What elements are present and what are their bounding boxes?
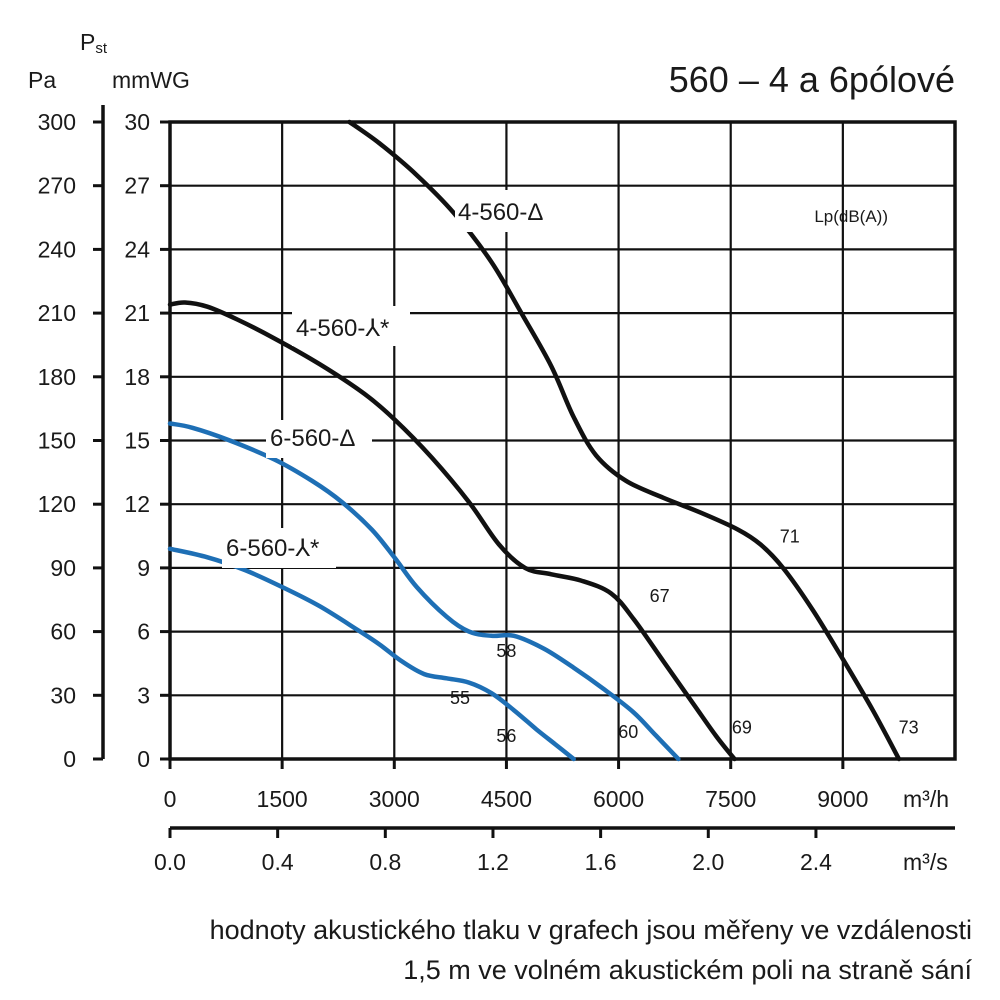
noise-level-label: 67 [650, 586, 670, 606]
series-curve-0 [347, 119, 902, 762]
m3h-tick-label: 3000 [369, 786, 420, 812]
series-curve-3 [167, 546, 576, 762]
m3h-tick-label: 0 [164, 786, 177, 812]
m3h-tick-label: 6000 [593, 786, 644, 812]
m3h-tick-label: 4500 [481, 786, 532, 812]
m3s-tick-label: 1.2 [477, 849, 509, 875]
noise-annotations: 71 67 58 55 56 60 69 73 [450, 526, 919, 746]
noise-level-label: 58 [496, 641, 516, 661]
mmwg-tick-label: 3 [137, 682, 150, 708]
series-label-6-560-star: 6-560-⅄* [226, 535, 319, 562]
noise-level-label: 69 [732, 718, 752, 738]
label-bg-6-560-delta [266, 420, 372, 458]
series-label-6-560-delta: 6-560-Δ [270, 425, 355, 452]
pa-tick-label: 240 [38, 236, 76, 262]
noise-level-label: 56 [496, 726, 516, 746]
y-unit-mmwg: mmWG [112, 67, 190, 93]
mmwg-tick-label: 9 [137, 555, 150, 581]
pa-tick-label: 180 [38, 364, 76, 390]
m3s-tick-label: 0.0 [154, 849, 186, 875]
m3h-tick-label: 1500 [257, 786, 308, 812]
y-unit-pa: Pa [28, 67, 56, 93]
m3s-tick-label: 2.0 [692, 849, 724, 875]
pa-tick-label: 120 [38, 491, 76, 517]
pa-tick-label: 90 [50, 555, 76, 581]
pa-tick-label: 0 [63, 746, 76, 772]
noise-level-label: 73 [899, 718, 919, 738]
mmwg-tick-label: 27 [124, 173, 150, 199]
pa-tick-label: 150 [38, 428, 76, 454]
y-axis-symbol: Pst [80, 29, 108, 57]
mmwg-tick-label: 0 [137, 746, 150, 772]
x-unit-m3h: m³/h [903, 786, 949, 812]
pa-tick-label: 210 [38, 300, 76, 326]
noise-level-label: 60 [618, 722, 638, 742]
m3s-tick-label: 0.4 [262, 849, 294, 875]
m3s-tick-label: 2.4 [800, 849, 832, 875]
mmwg-tick-label: 30 [124, 109, 150, 135]
series-curve-2 [167, 421, 681, 762]
label-bg-4-560-star [292, 306, 410, 346]
pa-tick-label: 270 [38, 173, 76, 199]
fan-performance-chart: Pst Pa mmWG 560 – 4 a 6pólové 0306090120… [28, 29, 957, 875]
mmwg-tick-label: 21 [124, 300, 150, 326]
y-axis-symbol-sub: st [95, 40, 108, 57]
label-bg-4-560-delta [455, 190, 567, 232]
mmwg-tick-label: 6 [137, 619, 150, 645]
noise-level-label: 71 [780, 526, 800, 546]
m3h-tick-label: 9000 [817, 786, 868, 812]
noise-header: Lp(dB(A)) [814, 207, 888, 226]
pa-tick-label: 300 [38, 109, 76, 135]
x-unit-m3s: m³/s [903, 849, 948, 875]
mmwg-tick-label: 12 [124, 491, 150, 517]
footnote-line-2: 1,5 m ve volném akustickém poli na stran… [403, 955, 972, 985]
mmwg-tick-label: 15 [124, 428, 150, 454]
series-label-4-560-delta: 4-560-Δ [458, 199, 543, 226]
pa-tick-label: 30 [50, 682, 76, 708]
mmwg-tick-label: 18 [124, 364, 150, 390]
footnote-line-1: hodnoty akustického tlaku v grafech jsou… [209, 915, 972, 945]
axis-ticks: 0306090120150180210240270300036912151821… [38, 109, 869, 875]
m3h-tick-label: 7500 [705, 786, 756, 812]
m3s-tick-label: 0.8 [369, 849, 401, 875]
pa-tick-label: 60 [50, 619, 76, 645]
label-bg-6-560-star [222, 528, 336, 568]
mmwg-tick-label: 24 [124, 236, 150, 262]
noise-level-label: 55 [450, 688, 470, 708]
series-label-4-560-star: 4-560-⅄* [296, 315, 389, 342]
m3s-tick-label: 1.6 [585, 849, 617, 875]
chart-title: 560 – 4 a 6pólové [669, 59, 955, 100]
curves [167, 119, 902, 762]
series-curve-1 [167, 300, 737, 762]
